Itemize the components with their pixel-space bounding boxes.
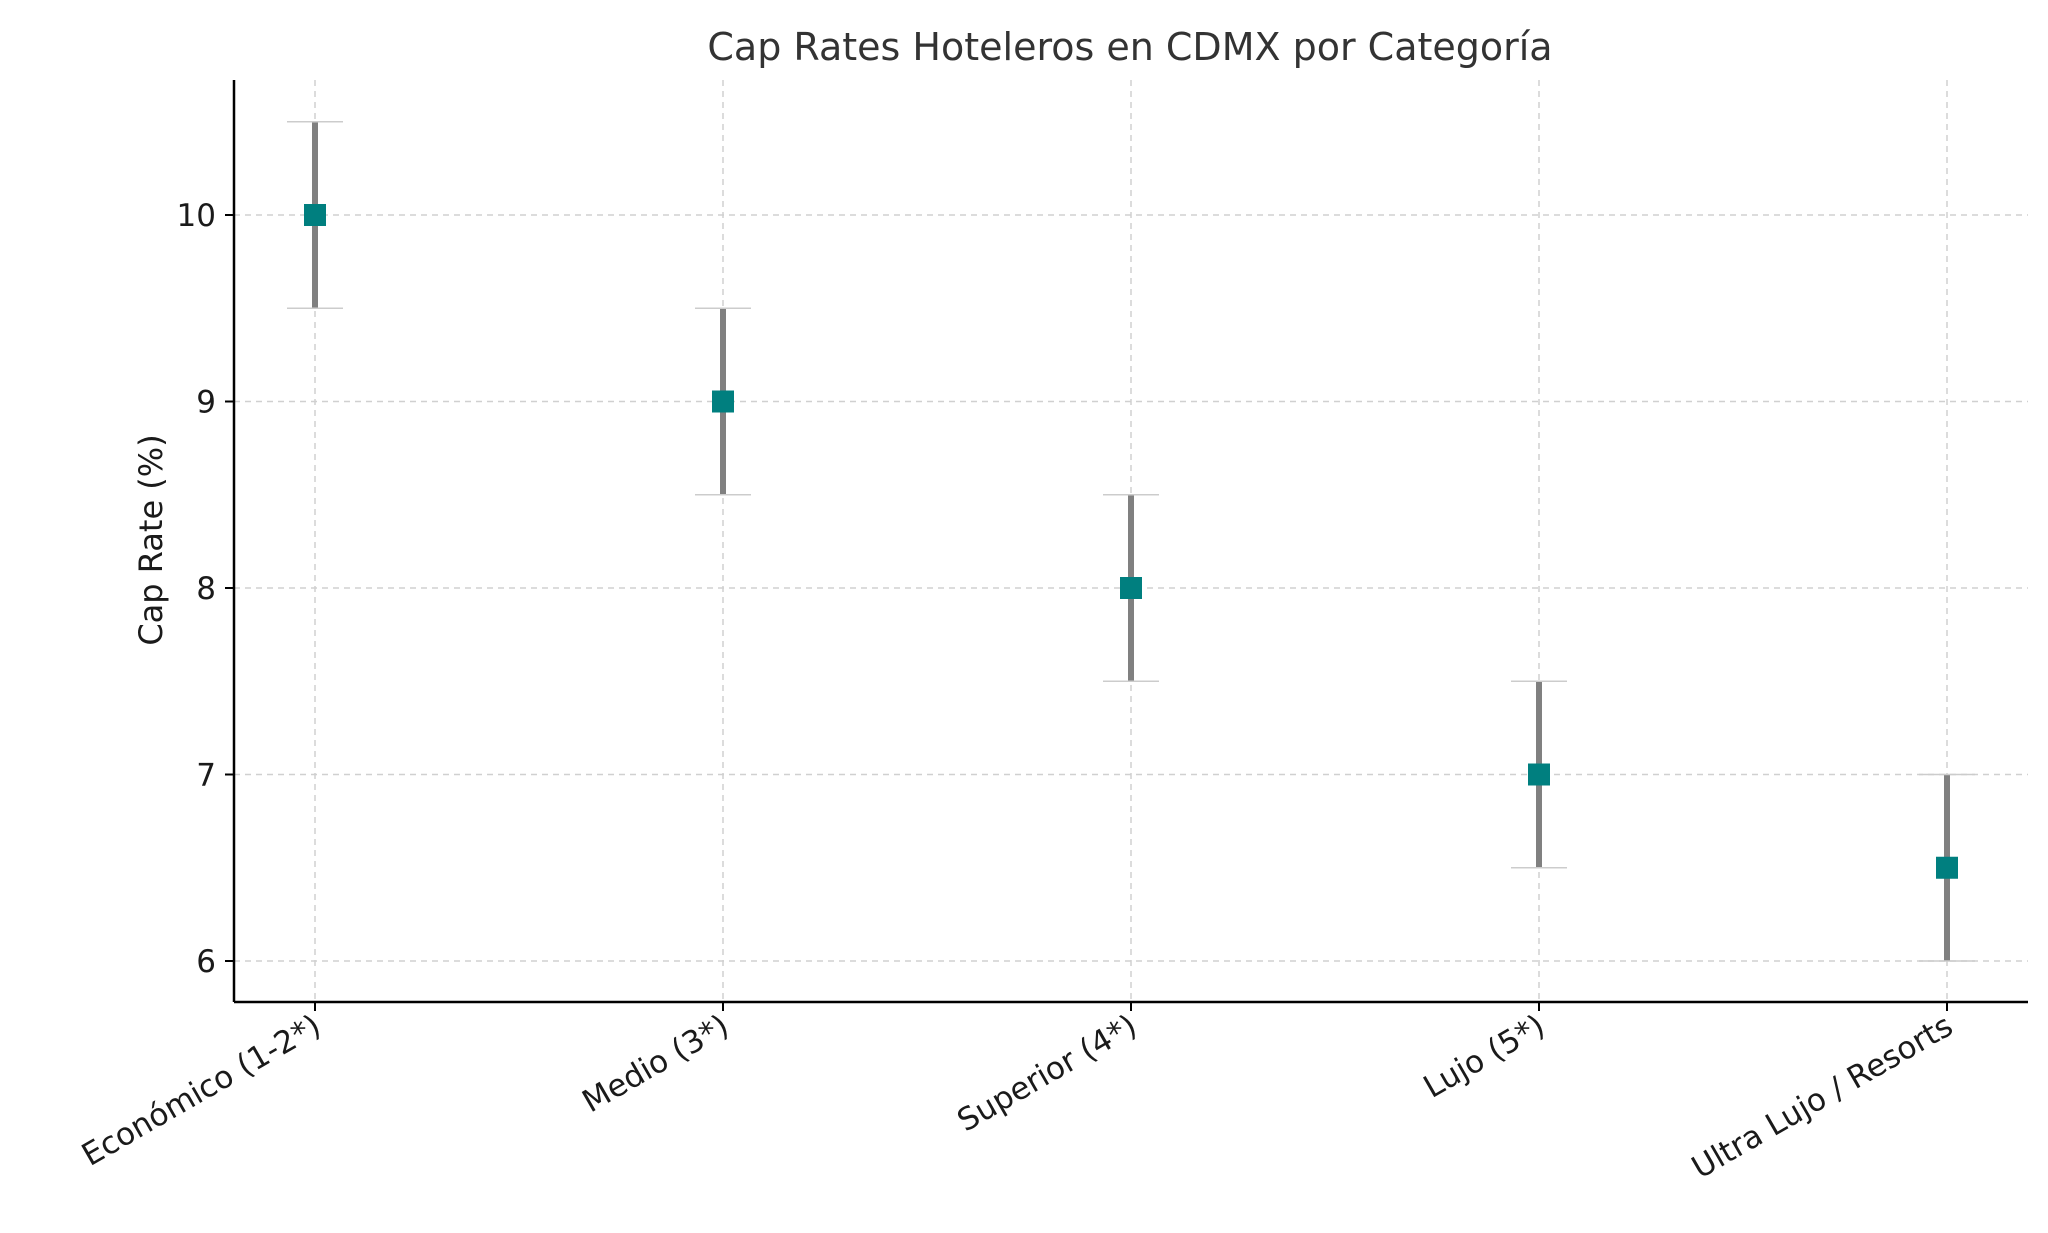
y-tick-label: 6: [196, 944, 216, 980]
y-tick-label: 8: [196, 571, 216, 607]
x-tick-label: Lujo (5*): [1418, 1008, 1551, 1106]
data-point: [1528, 763, 1550, 786]
axes-layer: [225, 80, 2028, 1011]
x-tick-label: Medio (3*): [576, 1008, 735, 1120]
y-axis-label: Cap Rate (%): [132, 434, 170, 645]
chart-title: Cap Rates Hoteleros en CDMX por Categorí…: [707, 25, 1552, 69]
data-point: [304, 204, 326, 226]
y-tick-label: 7: [196, 758, 216, 794]
data-point: [712, 390, 734, 413]
x-tick-label: Ultra Lujo / Resorts: [1686, 1008, 1959, 1186]
y-tick-label: 9: [196, 385, 216, 421]
data-point: [1936, 856, 1958, 879]
x-tick-labels: Económico (1-2*) Medio (3*) Superior (4*) L…: [76, 1008, 1959, 1186]
y-tick-labels: 6 7 8 9 10: [177, 198, 216, 980]
x-tick-label: Superior (4*): [951, 1008, 1143, 1139]
y-tick-label: 10: [177, 198, 216, 234]
x-tick-label: Económico (1-2*): [76, 1008, 327, 1174]
data-point: [1120, 577, 1142, 599]
marker-layer: [304, 204, 1958, 879]
